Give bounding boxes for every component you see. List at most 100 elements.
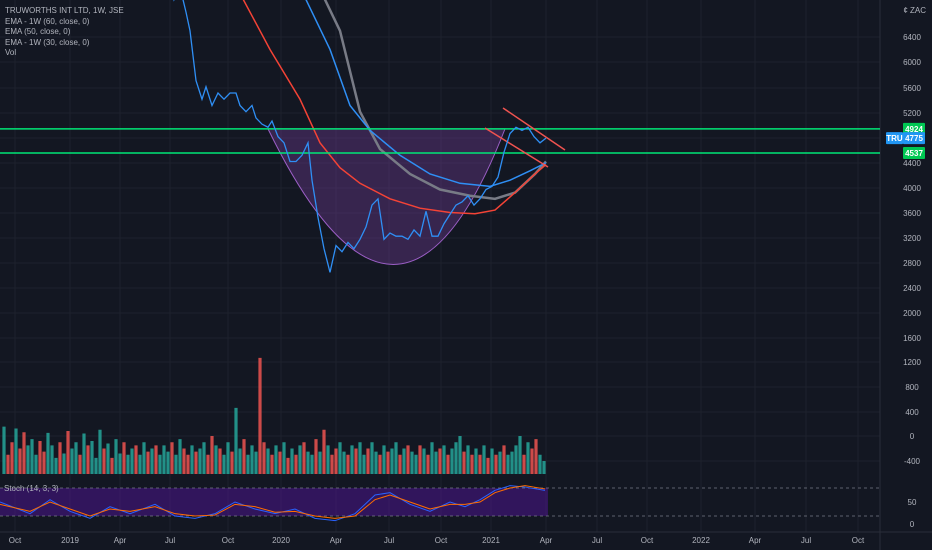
volume-bar-66 (266, 448, 270, 474)
price-line (173, 0, 547, 273)
badge-level-upper-text: 4924 (905, 125, 923, 134)
volume-bar-114 (458, 436, 462, 474)
ema-30-label[interactable]: EMA - 1W (30, close, 0) (5, 37, 90, 47)
volume-bar-113 (454, 442, 458, 474)
volume-bar-118 (474, 448, 478, 474)
stochastic-band (0, 488, 548, 516)
volume-bar-107 (430, 442, 434, 474)
volume-bar-62 (250, 445, 254, 474)
time-tick-label: Jul (801, 536, 811, 545)
volume-bar-80 (322, 429, 326, 474)
volume-bar-82 (330, 454, 334, 474)
volume-bar-99 (398, 454, 402, 474)
volume-bar-72 (290, 448, 294, 474)
volume-bar-121 (486, 457, 490, 474)
volume-bar-91 (366, 448, 370, 474)
time-tick-label: 2022 (692, 536, 710, 545)
volume-bar-106 (426, 454, 430, 474)
volume-bar-38 (154, 445, 158, 474)
trend-channel-lines[interactable] (484, 107, 566, 168)
badge-level-upper: 4924 (903, 122, 925, 135)
volume-bar-41 (166, 451, 170, 474)
volume-bar-55 (222, 454, 226, 474)
stochastic-d-line (0, 485, 546, 519)
price-tick-label: 4000 (903, 184, 921, 193)
volume-bar-44 (178, 439, 182, 474)
volume-bar-105 (422, 448, 426, 474)
volume-bar-22 (90, 441, 94, 474)
support-resistance-lines[interactable] (0, 128, 880, 154)
volume-bar-83 (334, 448, 338, 474)
time-tick-label: Apr (540, 536, 553, 545)
volume-bar-63 (254, 451, 258, 474)
volume-bar-69 (278, 451, 282, 474)
time-tick-label: Apr (330, 536, 343, 545)
volume-bar-40 (162, 445, 166, 474)
volume-bar-15 (62, 453, 66, 474)
volume-bar-33 (134, 445, 138, 474)
volume-bar-85 (342, 451, 346, 474)
volume-bar-30 (122, 442, 126, 474)
price-tick-label: 5600 (903, 84, 921, 93)
volume-bar-11 (46, 432, 50, 474)
volume-bar-52 (210, 436, 214, 474)
price-tick-label: 2800 (903, 259, 921, 268)
time-tick-label: Oct (852, 536, 865, 545)
time-tick-label: Oct (641, 536, 654, 545)
volume-bar-135 (542, 461, 546, 474)
price-tick-label: 4400 (903, 159, 921, 168)
volume-bar-123 (494, 454, 498, 474)
volume-bar-23 (94, 457, 98, 474)
volume-bar-73 (294, 454, 298, 474)
volume-bar-56 (226, 442, 230, 474)
ema-60-line (242, 0, 547, 215)
volume-bar-108 (434, 451, 438, 474)
symbol-title[interactable]: TRUWORTHS INT LTD, 1W, JSE (5, 6, 124, 15)
price-tick-label: 2400 (903, 284, 921, 293)
stochastic-label[interactable]: Stoch (14, 3, 3) (4, 484, 59, 493)
volume-bar-110 (442, 445, 446, 474)
volume-bar-59 (238, 448, 242, 474)
volume-bar-27 (110, 457, 114, 474)
volume-bar-68 (274, 445, 278, 474)
volume-bar-64 (258, 357, 262, 474)
volume-bar-57 (230, 451, 234, 474)
volume-bar-95 (382, 445, 386, 474)
price-tick-label: 400 (905, 408, 919, 417)
volume-bar-119 (478, 454, 482, 474)
volume-bar-76 (306, 451, 310, 474)
trend-line-upper (502, 107, 566, 151)
volume-bar-112 (450, 448, 454, 474)
volume-bar-12 (50, 445, 54, 474)
volume-bar-111 (446, 454, 450, 474)
ema-60-label[interactable]: EMA - 1W (60, close, 0) (5, 16, 90, 26)
stochastic-panel (0, 485, 880, 522)
volume-bar-120 (482, 445, 486, 474)
price-tick-label: 2000 (903, 309, 921, 318)
volume-bar-109 (438, 448, 442, 474)
volume-bar-2 (10, 442, 14, 474)
time-tick-label: Jul (592, 536, 602, 545)
volume-bars (2, 357, 546, 474)
time-axis[interactable]: Oct 2019 Apr Jul Oct 2020 Apr Jul Oct 2021 Apr Jul O… (9, 536, 865, 545)
volume-bar-89 (358, 442, 362, 474)
volume-bar-102 (410, 451, 414, 474)
time-tick-label: Oct (222, 536, 235, 545)
time-tick-label: Oct (9, 536, 22, 545)
price-tick-label: 1600 (903, 334, 921, 343)
price-axis[interactable]: 6400600056005200480044004000360032002800… (903, 33, 921, 529)
volume-bar-32 (130, 448, 134, 474)
volume-bar-100 (402, 448, 406, 474)
volume-bar-24 (98, 429, 102, 474)
volume-bar-8 (34, 454, 38, 474)
ema-50-label[interactable]: EMA (50, close, 0) (5, 27, 71, 36)
volume-label[interactable]: Vol (5, 48, 17, 57)
volume-bar-77 (310, 454, 314, 474)
price-tick-label: 6400 (903, 33, 921, 42)
volume-bar-129 (518, 436, 522, 474)
time-tick-label: Apr (114, 536, 127, 545)
badge-level-lower-bg (903, 146, 925, 159)
volume-bar-126 (506, 454, 510, 474)
